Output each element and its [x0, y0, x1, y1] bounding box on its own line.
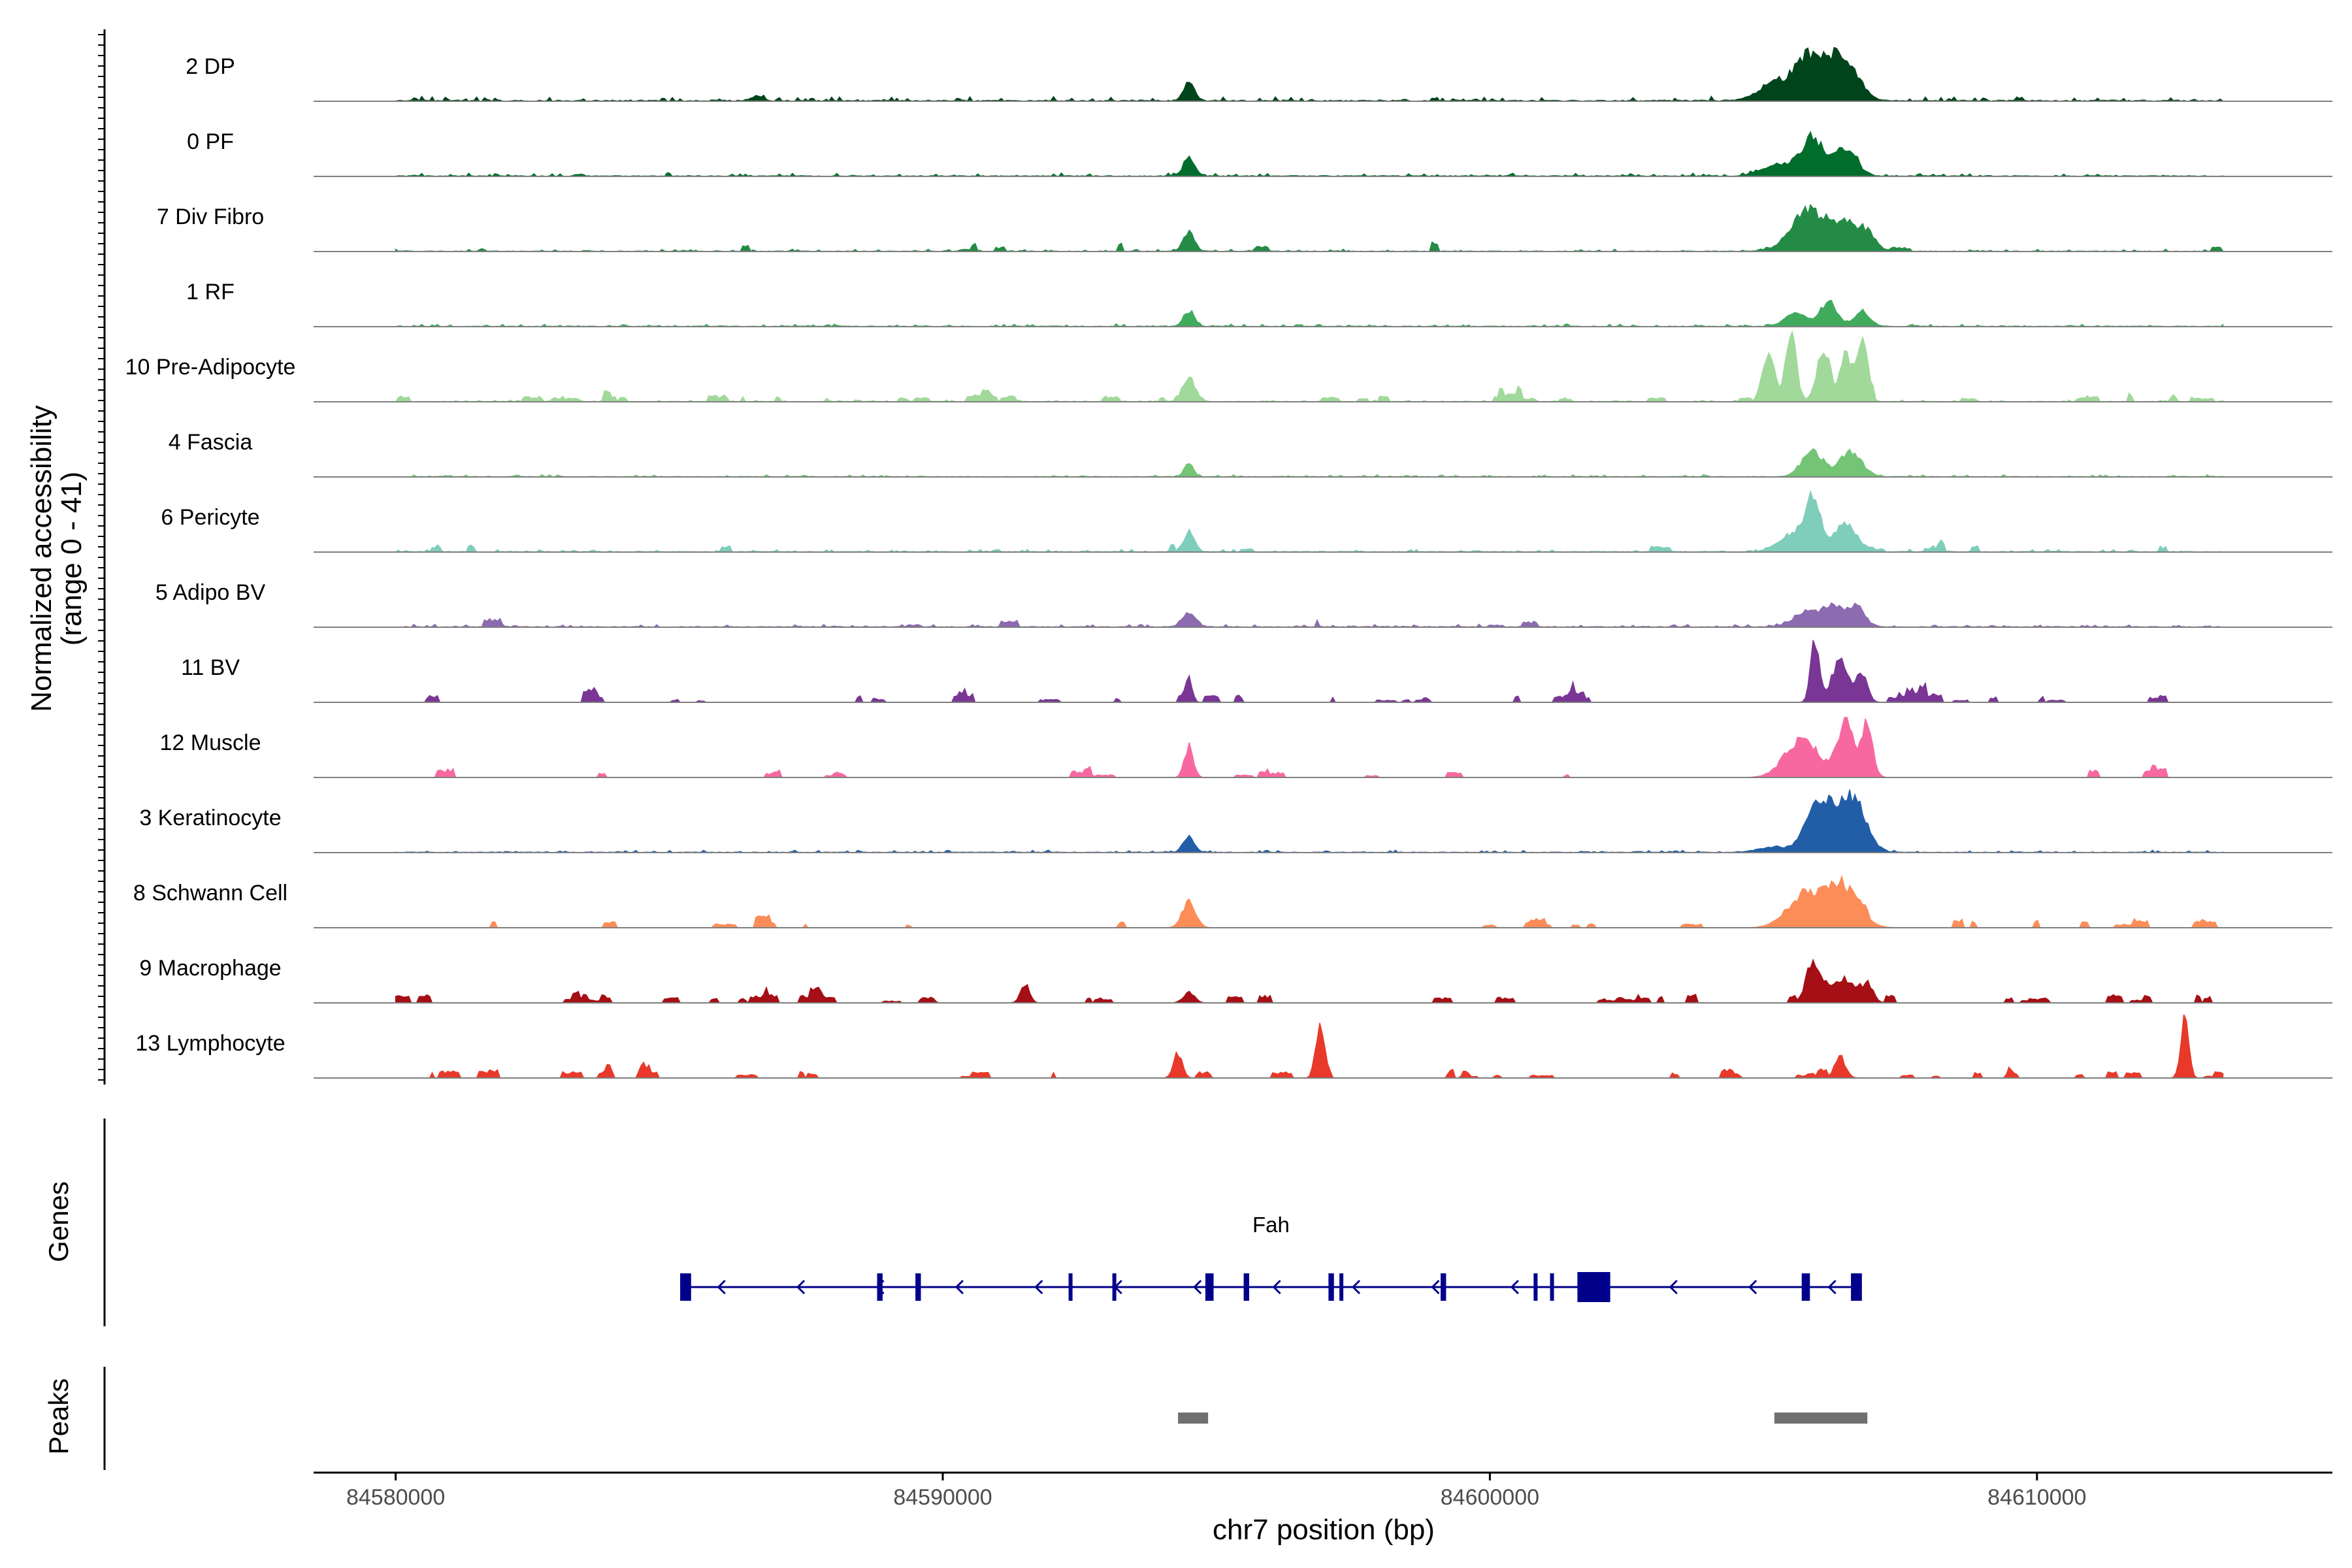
- coverage-track: [314, 299, 2332, 327]
- coverage-track: [314, 958, 2332, 1004]
- x-axis: 84580000 84590000 84600000 84610000: [314, 1471, 2332, 1510]
- coverage-area: [395, 46, 2224, 103]
- gene-exon: [877, 1273, 883, 1301]
- x-axis-title: chr7 position (bp): [1213, 1514, 1435, 1546]
- x-tick-label: 84610000: [1987, 1485, 2086, 1510]
- coverage-track: [314, 874, 2332, 928]
- gene-exon: [1205, 1273, 1214, 1301]
- coverage-area: [395, 640, 2223, 704]
- coverage-area: [395, 131, 2224, 177]
- coverage-track: [314, 46, 2332, 103]
- gene-exon: [1533, 1273, 1538, 1301]
- y-axis-range: (range 0 - 41): [56, 472, 88, 646]
- gene-track: [680, 1272, 1862, 1302]
- gene-exon: [915, 1273, 921, 1301]
- coverage-track: [314, 602, 2332, 628]
- x-tick-label: 84600000: [1441, 1485, 1539, 1510]
- gene-exon: [1577, 1272, 1610, 1302]
- gene-exon: [1441, 1273, 1446, 1301]
- strand-arrow: [1193, 1279, 1202, 1295]
- coverage-track: [314, 1014, 2332, 1079]
- gene-exon: [1243, 1273, 1249, 1301]
- track-labels: 2 DP 0 PF 7 Div Fibro 1 RF 10 Pre-Adipocyte 4…: [125, 54, 296, 1056]
- coverage-track: [314, 330, 2332, 403]
- coverage-panel: [314, 46, 2332, 1079]
- coverage-area: [395, 299, 2224, 327]
- coverage-area: [395, 789, 2224, 853]
- coverage-area: [395, 330, 2224, 403]
- gene-name-label: Fah: [1252, 1213, 1290, 1237]
- gene-exon: [1851, 1273, 1862, 1301]
- strand-arrow: [1272, 1279, 1281, 1295]
- gene-exon: [1112, 1273, 1117, 1301]
- strand-arrow: [796, 1279, 806, 1295]
- coverage-area: [395, 717, 2223, 778]
- gene-exon: [1068, 1273, 1073, 1301]
- track-label: 6 Pericyte: [161, 505, 259, 530]
- strand-arrow: [1827, 1279, 1837, 1295]
- coverage-area: [395, 958, 2223, 1004]
- x-tick-label: 84580000: [346, 1485, 445, 1510]
- y-axis-title: Normalized accessibility: [25, 405, 57, 711]
- track-label: 4 Fascia: [169, 430, 253, 455]
- coverage-track: [314, 489, 2332, 553]
- peaks-track: [1178, 1413, 1868, 1424]
- strand-arrow: [1034, 1279, 1043, 1295]
- track-label: 13 Lymphocyte: [135, 1031, 285, 1056]
- track-label: 7 Div Fibro: [157, 204, 264, 229]
- strand-arrow: [1510, 1279, 1519, 1295]
- x-tick-label: 84590000: [893, 1485, 992, 1510]
- coverage-track: [314, 717, 2332, 778]
- strand-arrow: [1669, 1279, 1678, 1295]
- strand-arrow: [1351, 1279, 1361, 1295]
- gene-exon: [1328, 1273, 1334, 1301]
- strand-arrow: [1748, 1279, 1757, 1295]
- strand-arrow: [1431, 1279, 1440, 1295]
- coverage-area: [395, 203, 2224, 252]
- track-label: 11 BV: [181, 655, 240, 680]
- track-label: 2 DP: [186, 54, 235, 79]
- track-label: 10 Pre-Adipocyte: [125, 355, 296, 380]
- gene-exon: [1801, 1273, 1810, 1301]
- gene-exon: [1550, 1273, 1554, 1301]
- coverage-area: [395, 874, 2223, 928]
- track-label: 1 RF: [186, 280, 235, 304]
- gene-exon: [680, 1273, 691, 1301]
- coverage-track: [314, 131, 2332, 177]
- coverage-area: [395, 1014, 2224, 1079]
- coverage-track: [314, 203, 2332, 252]
- gene-exon: [1339, 1273, 1344, 1301]
- coverage-track: [314, 640, 2332, 704]
- peak-region: [1178, 1413, 1209, 1424]
- strand-arrow: [955, 1279, 964, 1295]
- coverage-track: [314, 789, 2332, 853]
- peaks-track-label: Peaks: [43, 1379, 74, 1455]
- strand-arrow: [717, 1279, 726, 1295]
- track-label: 0 PF: [187, 129, 234, 154]
- coverage-area: [395, 602, 2224, 628]
- coverage-y-axis: [98, 29, 106, 1085]
- track-label: 5 Adipo BV: [155, 580, 266, 605]
- track-label: 12 Muscle: [160, 730, 261, 755]
- peak-region: [1774, 1413, 1868, 1424]
- coverage-area: [395, 448, 2224, 478]
- coverage-area: [395, 489, 2224, 553]
- track-label: 9 Macrophage: [139, 956, 281, 981]
- genes-track-label: Genes: [43, 1181, 74, 1262]
- track-label: 8 Schwann Cell: [133, 881, 287, 906]
- coverage-track: [314, 448, 2332, 478]
- track-label: 3 Keratinocyte: [139, 806, 281, 830]
